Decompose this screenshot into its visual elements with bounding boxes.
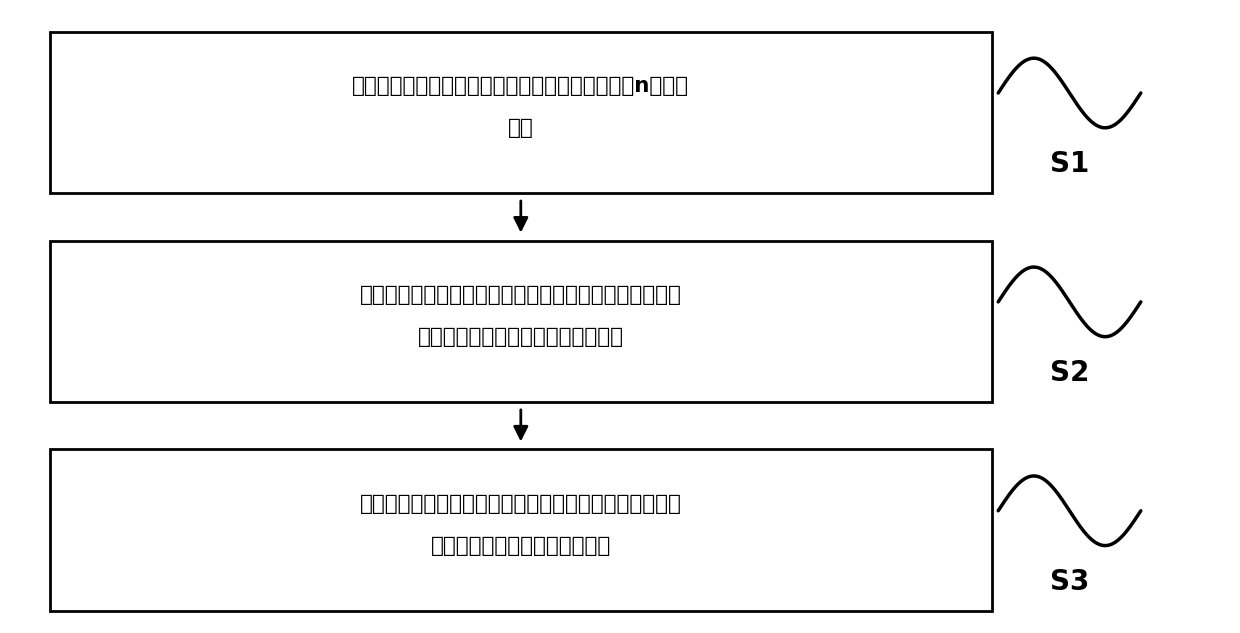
Text: 根据被测线缆的实际总长度将所述被测线缆划分为n个待测: 根据被测线缆的实际总长度将所述被测线缆划分为n个待测 (352, 76, 689, 96)
Text: S2: S2 (1050, 359, 1089, 387)
Text: 区段: 区段 (508, 118, 533, 138)
Text: 定线缆中的故障位置和故障类型: 定线缆中的故障位置和故障类型 (430, 536, 611, 556)
Text: 根据所述各待测区段内阻抗变化位置处的反射脉冲信号确: 根据所述各待测区段内阻抗变化位置处的反射脉冲信号确 (360, 494, 682, 513)
FancyBboxPatch shape (50, 449, 992, 611)
FancyBboxPatch shape (50, 32, 992, 193)
Text: S1: S1 (1050, 150, 1089, 178)
FancyBboxPatch shape (50, 241, 992, 402)
Text: S3: S3 (1050, 568, 1089, 596)
Text: 段内阻抗变化位置处的反射脉冲信号: 段内阻抗变化位置处的反射脉冲信号 (418, 327, 624, 347)
Text: 向各待测区段内发送宽度递增的脉冲信号并采集各待测区: 向各待测区段内发送宽度递增的脉冲信号并采集各待测区 (360, 285, 682, 304)
